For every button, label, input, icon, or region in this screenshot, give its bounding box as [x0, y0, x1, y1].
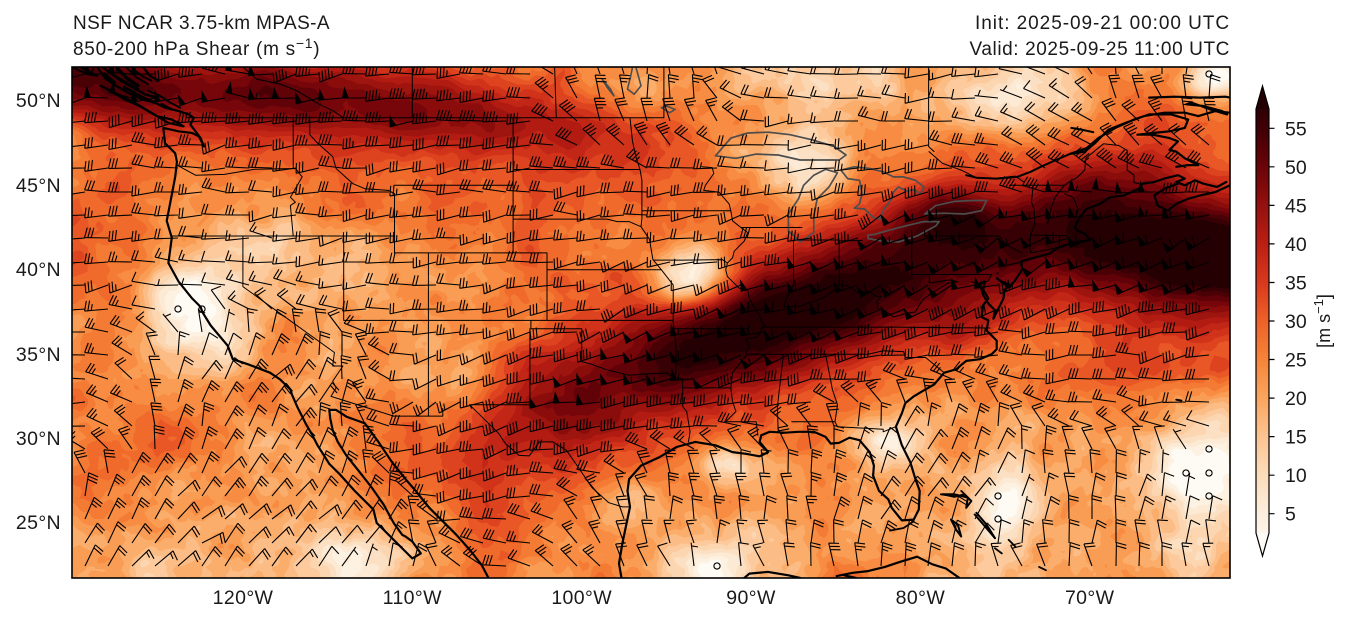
- svg-text:80°W: 80°W: [896, 587, 946, 609]
- svg-text:NSF NCAR 3.75-km MPAS-A: NSF NCAR 3.75-km MPAS-A: [73, 13, 330, 34]
- svg-text:25°N: 25°N: [16, 512, 61, 534]
- svg-text:10: 10: [1285, 465, 1307, 487]
- svg-text:850-200 hPa Shear (m s−1): 850-200 hPa Shear (m s−1): [73, 35, 320, 60]
- svg-text:55: 55: [1285, 118, 1307, 140]
- svg-text:20: 20: [1285, 388, 1307, 410]
- svg-text:110°W: 110°W: [383, 587, 442, 609]
- svg-text:120°W: 120°W: [213, 587, 274, 609]
- svg-text:50: 50: [1285, 157, 1307, 179]
- svg-text:40: 40: [1285, 234, 1307, 256]
- svg-text:40°N: 40°N: [16, 259, 61, 281]
- svg-text:100°W: 100°W: [551, 587, 612, 609]
- svg-text:90°W: 90°W: [726, 587, 776, 609]
- svg-text:Init: 2025-09-21 00:00 UTC: Init: 2025-09-21 00:00 UTC: [975, 13, 1230, 34]
- svg-text:30: 30: [1285, 311, 1307, 333]
- svg-text:25: 25: [1285, 350, 1307, 372]
- svg-text:Valid: 2025-09-25 11:00 UTC: Valid: 2025-09-25 11:00 UTC: [969, 39, 1230, 60]
- svg-text:45: 45: [1285, 195, 1307, 217]
- svg-text:70°W: 70°W: [1065, 587, 1115, 609]
- svg-text:35°N: 35°N: [16, 344, 61, 366]
- svg-text:30°N: 30°N: [16, 428, 61, 450]
- svg-text:35: 35: [1285, 273, 1307, 295]
- svg-text:5: 5: [1285, 504, 1296, 526]
- svg-text:45°N: 45°N: [16, 175, 61, 197]
- svg-text:50°N: 50°N: [16, 90, 61, 112]
- svg-text:15: 15: [1285, 427, 1307, 449]
